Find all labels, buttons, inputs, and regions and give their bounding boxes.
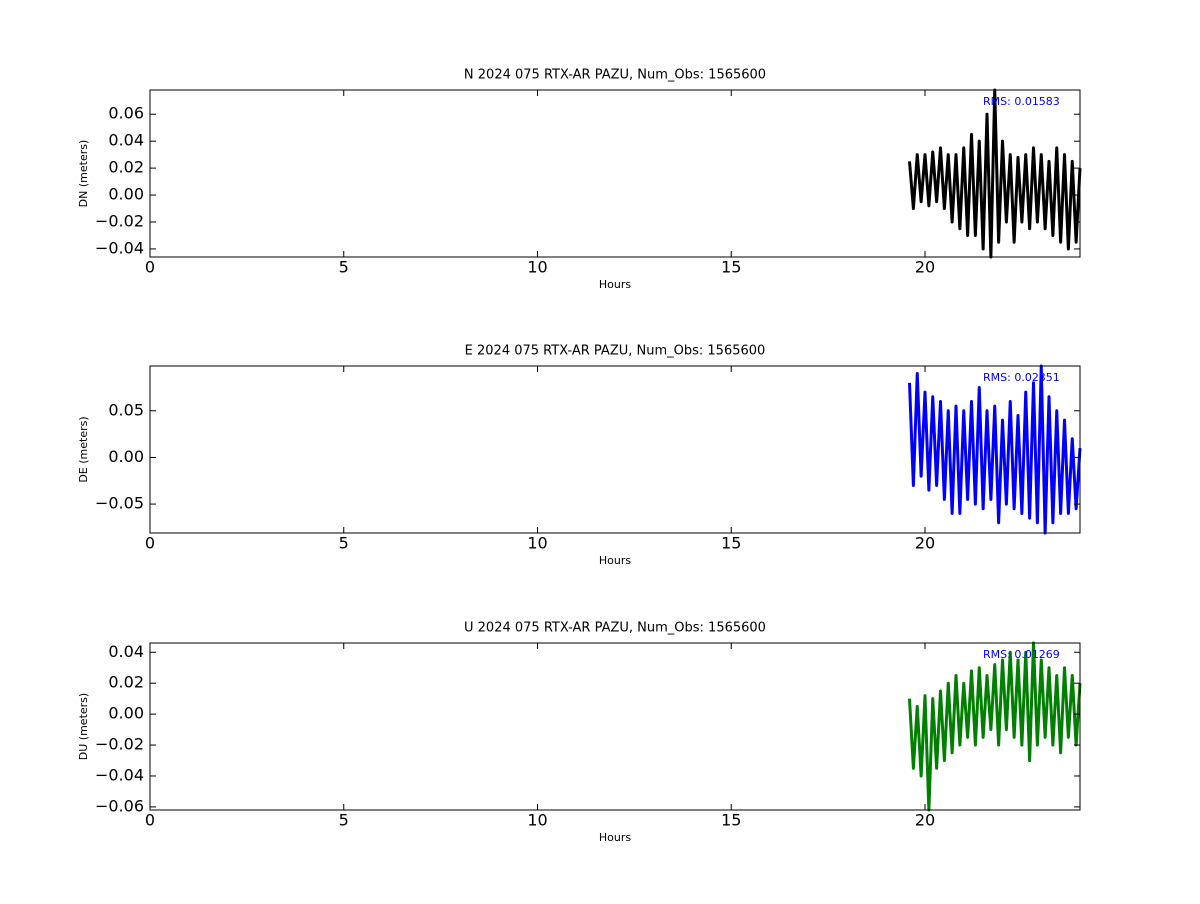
x-axis-label: Hours xyxy=(599,831,631,844)
x-tick-label: 5 xyxy=(339,811,349,830)
subplot: E 2024 075 RTX-AR PAZU, Num_Obs: 1565600… xyxy=(77,344,1082,567)
y-tick-label: 0.04 xyxy=(108,642,144,661)
x-tick-label: 10 xyxy=(527,534,547,553)
y-tick-label: 0.05 xyxy=(108,400,144,419)
x-axis-label: Hours xyxy=(599,278,631,291)
data-line xyxy=(908,88,1082,259)
subplot-title: E 2024 075 RTX-AR PAZU, Num_Obs: 1565600 xyxy=(465,344,766,359)
y-tick-label: −0.04 xyxy=(95,765,144,784)
subplot-title: U 2024 075 RTX-AR PAZU, Num_Obs: 1565600 xyxy=(464,621,766,636)
y-axis-label: DU (meters) xyxy=(77,693,90,760)
y-tick-label: 0.02 xyxy=(108,673,144,692)
y-tick-label: −0.02 xyxy=(95,211,144,230)
data-line xyxy=(908,364,1082,535)
x-tick-label: 0 xyxy=(145,534,155,553)
x-tick-label: 0 xyxy=(145,811,155,830)
y-tick-label: −0.05 xyxy=(95,494,144,513)
x-tick-label: 15 xyxy=(721,811,741,830)
y-tick-label: −0.04 xyxy=(95,238,144,257)
subplot: N 2024 075 RTX-AR PAZU, Num_Obs: 1565600… xyxy=(77,68,1082,291)
x-tick-label: 20 xyxy=(915,534,935,553)
x-tick-label: 10 xyxy=(527,811,547,830)
x-tick-label: 10 xyxy=(527,258,547,277)
y-tick-label: 0.02 xyxy=(108,158,144,177)
plot-frame xyxy=(149,365,1081,534)
x-tick-label: 0 xyxy=(145,258,155,277)
x-tick-label: 15 xyxy=(721,258,741,277)
y-tick-label: −0.02 xyxy=(95,735,144,754)
rms-annotation: RMS: 0.02351 xyxy=(983,371,1060,384)
y-tick-label: 0.04 xyxy=(108,131,144,150)
y-tick-label: 0.06 xyxy=(108,104,144,123)
x-tick-label: 5 xyxy=(339,258,349,277)
x-axis-label: Hours xyxy=(599,554,631,567)
data-line xyxy=(908,641,1082,812)
plot-frame xyxy=(149,89,1081,258)
y-tick-label: 0.00 xyxy=(108,704,144,723)
x-tick-label: 5 xyxy=(339,534,349,553)
rms-annotation: RMS: 0.01583 xyxy=(983,95,1060,108)
subplot: U 2024 075 RTX-AR PAZU, Num_Obs: 1565600… xyxy=(77,621,1082,844)
x-tick-label: 20 xyxy=(915,811,935,830)
plot-frame xyxy=(149,642,1081,811)
x-tick-label: 15 xyxy=(721,534,741,553)
y-tick-label: −0.06 xyxy=(95,796,144,815)
y-tick-label: 0.00 xyxy=(108,447,144,466)
subplot-title: N 2024 075 RTX-AR PAZU, Num_Obs: 1565600 xyxy=(464,68,766,83)
rms-annotation: RMS: 0.01269 xyxy=(983,648,1060,661)
y-axis-label: DN (meters) xyxy=(77,140,90,208)
x-tick-label: 20 xyxy=(915,258,935,277)
y-tick-label: 0.00 xyxy=(108,185,144,204)
y-axis-label: DE (meters) xyxy=(77,416,90,482)
